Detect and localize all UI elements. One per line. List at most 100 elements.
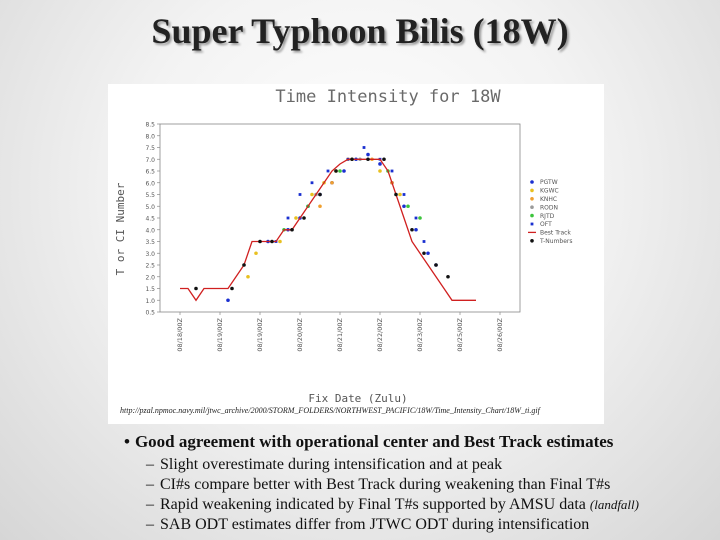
data-point <box>278 239 282 244</box>
data-point <box>402 193 406 196</box>
y-tick-label: 8.5 <box>145 122 155 129</box>
y-tick-label: 2.5 <box>145 263 155 270</box>
data-point <box>414 227 418 232</box>
data-point <box>310 192 314 197</box>
main-bullet-text: Good agreement with operational center a… <box>134 432 614 451</box>
x-tick-label: 08/18/00Z <box>176 317 184 351</box>
data-point <box>350 157 354 162</box>
y-tick-label: 5.0 <box>145 204 155 211</box>
dash-marker: – <box>146 476 154 493</box>
data-point <box>194 286 198 291</box>
legend-label: Best Track <box>540 230 571 237</box>
data-point <box>318 204 322 209</box>
x-axis-label: Fix Date (Zulu) <box>308 392 407 405</box>
plot-frame <box>159 123 521 313</box>
y-axis-label: T or CI Number <box>114 182 127 275</box>
data-point <box>378 162 382 166</box>
sub-bullet-text: Slight overestimate during intensificati… <box>160 456 503 473</box>
data-point <box>434 263 438 267</box>
data-point <box>446 274 450 279</box>
sub-bullet-text: SAB ODT estimates differ from JTWC ODT d… <box>160 516 590 533</box>
dash-marker: – <box>146 456 154 473</box>
plot-area: 0.5 1.0 1.5 2.0 2.5 3.0 3.5 4.0 4.5 5.0 5.5 6.0 6.5 7… <box>145 122 521 352</box>
data-point <box>406 204 410 209</box>
legend-swatch <box>530 205 534 209</box>
data-point <box>394 192 398 197</box>
sub-bullet-text: Rapid weakening indicated by Final T#s s… <box>160 496 590 513</box>
landfall-note: (landfall) <box>589 497 639 512</box>
data-point <box>334 169 338 173</box>
data-point <box>362 146 366 149</box>
chart-svg: Time Intensity for 18W Fix Date (Zulu) T… <box>114 87 573 405</box>
sub-bullet: – Rapid weakening indicated by Final T#s … <box>146 496 714 514</box>
legend-swatch <box>530 213 534 218</box>
data-point <box>414 216 418 220</box>
series-line-best-track <box>180 158 476 302</box>
y-tick-label: 2.0 <box>145 274 155 281</box>
legend-label: KGWC <box>540 188 559 195</box>
legend-label: PGTW <box>540 179 558 186</box>
source-url[interactable]: http://pzal.npmoc.navy.mil/jtwc_archive/… <box>120 406 540 415</box>
y-tick-label: 6.0 <box>145 180 155 187</box>
y-tick-label: 8.0 <box>145 133 155 140</box>
y-tick-label: 6.5 <box>145 169 155 176</box>
data-point <box>230 286 234 291</box>
legend-swatch <box>530 188 534 193</box>
data-point <box>298 193 302 196</box>
x-tick-label: 08/21/00Z <box>336 317 344 351</box>
legend-swatch <box>530 239 534 243</box>
x-tick-label: 08/20/00Z <box>296 317 304 351</box>
data-point <box>402 204 406 209</box>
data-point <box>382 157 386 162</box>
x-tick-label: 08/19/00Z <box>256 317 264 351</box>
y-tick-label: 1.0 <box>145 298 155 305</box>
x-tick-label: 08/26/00Z <box>496 317 504 351</box>
data-point <box>390 169 394 173</box>
legend-label: RODN <box>540 204 558 211</box>
slide-title: Super Typhoon Bilis (18W) <box>151 11 569 51</box>
sub-bullet: – Slight overestimate during intensificat… <box>146 456 714 474</box>
bullet-marker: • <box>124 432 130 451</box>
dash-marker: – <box>146 496 154 513</box>
y-tick-label: 7.5 <box>145 145 155 152</box>
bullet-list: • Good agreement with operational center … <box>124 432 714 536</box>
data-point <box>246 274 250 279</box>
legend-swatch <box>530 222 534 226</box>
data-point <box>426 251 430 256</box>
y-tick-label: 4.5 <box>145 216 155 223</box>
data-point <box>410 227 414 232</box>
data-point <box>270 239 274 244</box>
dash-marker: – <box>146 516 154 533</box>
data-point <box>302 216 306 220</box>
data-point <box>290 227 294 232</box>
data-point <box>318 192 322 197</box>
legend-label: RJTD <box>540 213 555 220</box>
data-point <box>378 169 382 173</box>
data-point <box>326 169 330 173</box>
main-bullet: • Good agreement with operational center … <box>124 432 714 452</box>
legend-label: T-Numbers <box>539 238 573 245</box>
y-tick-label: 0.5 <box>145 310 155 317</box>
data-point <box>422 240 426 243</box>
legend-swatch <box>530 197 534 201</box>
data-point <box>338 169 342 173</box>
data-point <box>366 152 370 157</box>
legend-label: OFT <box>540 221 552 228</box>
y-tick-label: 3.0 <box>145 251 155 258</box>
data-point <box>226 298 230 303</box>
data-point <box>258 239 262 244</box>
y-tick-label: 3.5 <box>145 239 155 246</box>
x-tick-label: 08/23/00Z <box>416 317 424 351</box>
x-tick-label: 08/19/00Z <box>216 317 224 351</box>
data-point <box>330 180 334 185</box>
data-point <box>366 157 370 162</box>
y-tick-label: 1.5 <box>145 286 155 293</box>
y-tick-label: 4.0 <box>145 227 155 234</box>
data-point <box>254 251 258 256</box>
data-point <box>242 263 246 267</box>
data-point <box>398 192 402 197</box>
y-tick-label: 5.5 <box>145 192 155 199</box>
y-tick-label: 7.0 <box>145 157 155 164</box>
data-point <box>342 169 346 173</box>
